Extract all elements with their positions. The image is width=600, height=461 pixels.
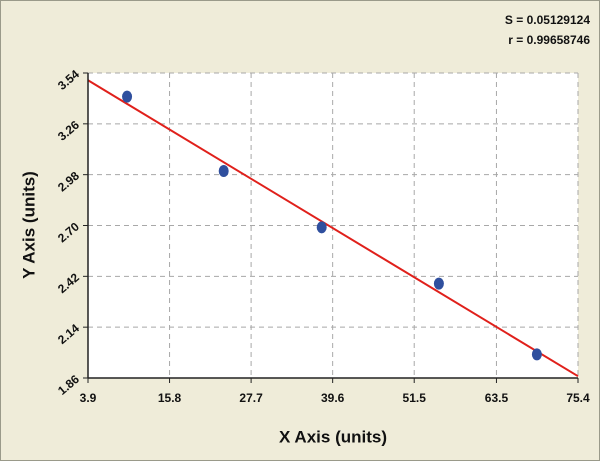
x-tick-label: 3.9: [80, 391, 97, 405]
x-tick-label: 63.5: [485, 391, 509, 405]
x-tick-label: 75.4: [566, 391, 590, 405]
data-point: [316, 221, 327, 234]
x-axis-title: X Axis (units): [279, 427, 387, 446]
data-point: [218, 165, 229, 178]
data-point: [122, 90, 133, 103]
fit-line: [87, 79, 579, 378]
x-tick-label: 27.7: [239, 391, 263, 405]
data-point: [531, 348, 542, 361]
annotation: r = 0.99658746: [508, 33, 590, 47]
y-axis-title: Y Axis (units): [19, 171, 38, 279]
x-tick-label: 39.6: [321, 391, 345, 405]
annotation: S = 0.05129124: [505, 13, 590, 27]
x-tick-label: 51.5: [403, 391, 427, 405]
x-tick-label: 15.8: [158, 391, 182, 405]
data-layer: [87, 79, 579, 378]
data-point: [433, 277, 444, 290]
